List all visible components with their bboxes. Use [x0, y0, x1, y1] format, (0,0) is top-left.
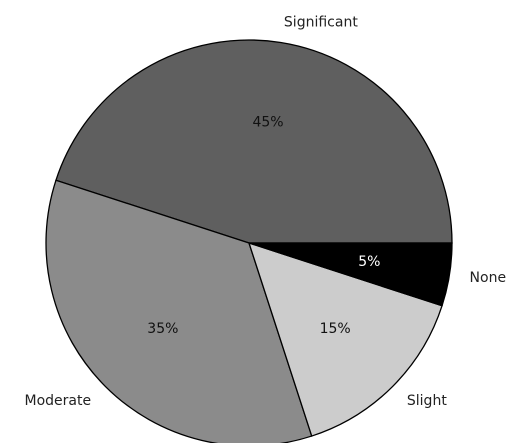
pie-slice-slight [247, 241, 443, 437]
category-label-slight: Slight [407, 393, 447, 409]
percent-label-slight: 15% [320, 321, 351, 337]
pie-slice-significant [55, 39, 453, 244]
category-label-moderate: Moderate [25, 393, 92, 409]
category-labels: Significant Moderate Slight None [25, 14, 507, 408]
category-label-none: None [470, 270, 507, 286]
category-label-significant: Significant [284, 14, 358, 30]
pie-slice-moderate [45, 179, 313, 443]
percent-label-significant: 45% [252, 115, 283, 131]
percent-label-moderate: 35% [147, 321, 178, 337]
percent-labels: 45% 35% 15% 5% [147, 115, 380, 337]
percent-label-none: 5% [358, 254, 380, 270]
pie-slice-none [248, 242, 453, 307]
pie-slices [45, 39, 453, 443]
